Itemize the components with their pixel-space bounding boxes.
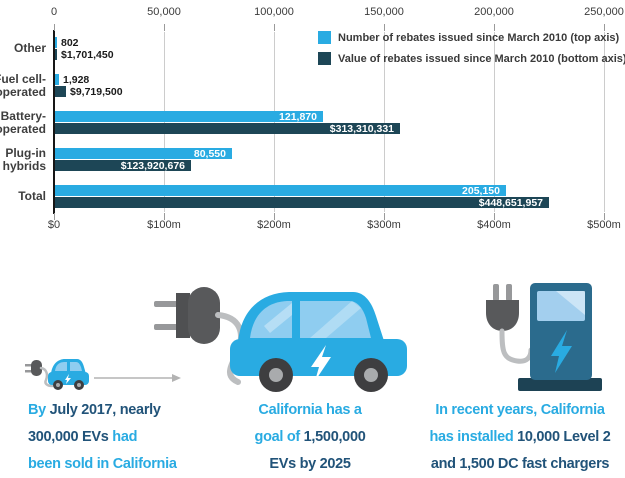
bottom-axis-tick <box>604 213 605 220</box>
fact-segment-light: goal of <box>254 429 304 445</box>
top-axis-tick <box>274 24 275 31</box>
fact-line: EVs by 2025 <box>208 451 412 478</box>
bottom-axis-tick <box>164 213 165 220</box>
ev-car-with-charging-plug-icon <box>154 287 407 392</box>
bar-value-label: $313,310,331 <box>329 123 394 135</box>
category-label: Total <box>18 189 46 203</box>
gridline <box>494 32 495 212</box>
fact-segment-dark: 1,500,000 <box>303 429 366 445</box>
top-axis-tick <box>604 24 605 31</box>
top-axis-tick-label: 100,000 <box>254 6 294 18</box>
top-axis-tick-label: 150,000 <box>364 6 404 18</box>
fact-chargers-installed: In recent years, California has installed… <box>414 397 625 478</box>
bar-value-label: 80,550 <box>193 148 226 160</box>
fact-line: 300,000 EVs had <box>28 424 248 451</box>
bar-value-label: 121,870 <box>279 111 317 123</box>
bottom-axis-tick-label: $300m <box>367 219 401 231</box>
fact-line: has installed 10,000 Level 2 <box>414 424 625 451</box>
rebates-bar-chart: 0 $0 50,000 $100m 100,000 $200m 150,000 $300m 20… <box>0 6 625 231</box>
lightning-bolt-icon <box>551 330 572 373</box>
fact-line: California has a <box>208 397 412 424</box>
bar-value-label: $1,701,450 <box>61 49 114 61</box>
y-axis-line <box>53 30 55 214</box>
fact-ev-goal: California has a goal of 1,500,000 EVs by … <box>208 397 412 478</box>
bottom-axis-tick <box>494 213 495 220</box>
bottom-axis-tick-label: $200m <box>257 219 291 231</box>
bottom-axis-tick-label: $400m <box>477 219 511 231</box>
bar-rebate-count <box>55 37 57 48</box>
bottom-axis-tick <box>384 213 385 220</box>
legend-swatch-number-icon <box>318 31 331 44</box>
fact-segment-light: been sold in California <box>28 456 177 472</box>
fact-segment-dark: EVs by 2025 <box>269 456 351 472</box>
bottom-axis-tick <box>274 213 275 220</box>
category-label: Plug-in hybrids <box>2 145 46 173</box>
fact-segment-dark: 300,000 EVs <box>28 429 109 445</box>
bar-rebate-value <box>55 197 549 208</box>
ev-car-small-with-plug-icon <box>25 359 89 390</box>
top-axis-tick-label: 250,000 <box>584 6 624 18</box>
bar-rebate-count <box>55 185 506 196</box>
charging-plug-icon <box>486 284 519 331</box>
bar-value-label: 205,150 <box>462 185 500 197</box>
legend-label-number: Number of rebates issued since March 201… <box>338 32 620 44</box>
fact-segment-dark: 10,000 Level 2 <box>517 429 611 445</box>
bar-rebate-count <box>55 111 323 122</box>
bar-value-label: $448,651,957 <box>478 197 543 209</box>
bar-value-label: $9,719,500 <box>70 86 123 98</box>
lightning-bolt-icon <box>65 374 71 384</box>
fact-segment-light: California has a <box>258 402 362 418</box>
top-axis-tick <box>494 24 495 31</box>
bottom-axis-tick-label: $100m <box>147 219 181 231</box>
bar-rebate-count <box>55 148 232 159</box>
top-axis-tick <box>54 24 55 31</box>
electric-car-icon <box>230 292 407 392</box>
bar-rebate-count <box>55 74 59 85</box>
legend-label-value: Value of rebates issued since March 2010… <box>338 53 625 65</box>
bar-rebate-value <box>55 49 57 60</box>
charging-station-icon <box>518 283 602 391</box>
gridline <box>274 32 275 212</box>
category-label: Fuel cell-operated <box>0 71 46 99</box>
charging-cable <box>499 328 534 364</box>
gridline <box>384 32 385 212</box>
ev-charging-station-with-plug-icon <box>486 283 602 391</box>
bottom-axis-tick-label: $500m <box>587 219 621 231</box>
fact-segment-dark: July 2017, nearly <box>49 402 161 418</box>
bottom-axis-tick-label: $0 <box>47 219 61 231</box>
bottom-axis-tick <box>54 213 55 220</box>
fact-segment-light: In recent years, California <box>435 402 605 418</box>
fact-segment-dark: and 1,500 DC fast chargers <box>430 456 610 472</box>
bar-rebate-value <box>55 123 400 134</box>
top-axis-tick <box>384 24 385 31</box>
bar-value-label: 802 <box>61 37 79 49</box>
legend-swatch-value-icon <box>318 52 331 65</box>
charging-plug-icon <box>154 287 220 344</box>
fact-line: goal of 1,500,000 <box>208 424 412 451</box>
chart-plot-area: 0 $0 50,000 $100m 100,000 $200m 150,000 $300m 20… <box>0 6 624 231</box>
bar-rebate-value <box>55 86 66 97</box>
fact-segment-light: has installed <box>429 429 518 445</box>
bar-rebate-value <box>55 160 191 171</box>
lightning-bolt-icon <box>311 345 331 381</box>
fact-segment-light: By <box>28 402 50 418</box>
charging-plug-icon <box>25 360 42 376</box>
bar-value-label: 1,928 <box>63 74 90 86</box>
gridline <box>164 32 165 212</box>
fact-segment-light: had <box>108 429 138 445</box>
fact-line: In recent years, California <box>414 397 625 424</box>
category-label: Other <box>13 41 46 55</box>
category-label: Battery-operated <box>0 108 46 136</box>
top-axis-tick-label: 200,000 <box>474 6 514 18</box>
top-axis-tick-label: 50,000 <box>147 6 181 18</box>
top-axis-tick <box>164 24 165 31</box>
top-axis-tick-label: 0 <box>50 6 58 18</box>
fact-line: and 1,500 DC fast chargers <box>414 451 625 478</box>
arrow-right-icon <box>94 374 181 382</box>
ev-car-small-icon <box>48 359 89 390</box>
fact-line: By July 2017, nearly <box>28 397 248 424</box>
charging-cable <box>39 366 54 388</box>
gridline <box>604 32 605 212</box>
bar-value-label: $123,920,676 <box>120 160 185 172</box>
